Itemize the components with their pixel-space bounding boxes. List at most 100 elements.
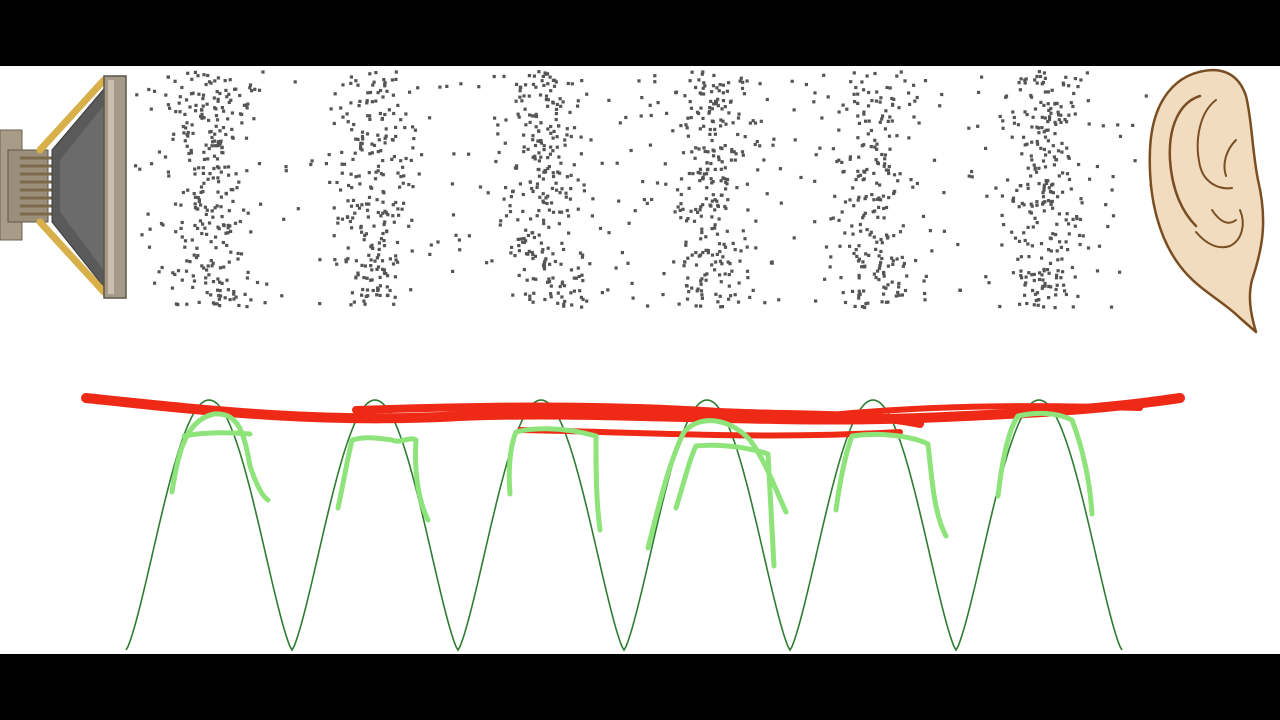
air-particle <box>206 264 210 268</box>
air-particle <box>214 246 218 250</box>
air-particle <box>886 264 890 268</box>
air-particle <box>727 273 731 277</box>
air-particle <box>229 188 233 192</box>
air-particle <box>942 229 946 233</box>
diagram-background <box>0 66 1280 654</box>
air-particle <box>880 152 884 157</box>
green-pen-strokes <box>169 410 1095 569</box>
air-particle <box>733 158 737 162</box>
air-particle <box>549 124 553 129</box>
air-particle <box>537 129 541 133</box>
air-particle <box>1077 162 1081 167</box>
air-particle <box>696 210 700 214</box>
air-particle <box>216 97 220 101</box>
air-particle <box>1038 74 1043 79</box>
air-particle <box>514 166 519 170</box>
air-particle <box>892 191 896 196</box>
air-particle <box>745 245 749 249</box>
air-particle <box>195 246 199 250</box>
air-particle <box>570 303 574 307</box>
air-particle <box>854 248 858 252</box>
air-particle <box>725 229 729 233</box>
air-particle <box>837 158 841 162</box>
air-particle <box>213 235 218 239</box>
air-particle <box>514 99 518 103</box>
air-particle <box>363 302 367 306</box>
air-particle <box>546 246 550 250</box>
air-particle <box>340 171 344 175</box>
air-particle <box>1095 164 1099 169</box>
air-particle <box>741 153 745 157</box>
air-particle <box>553 259 557 264</box>
air-particle <box>224 132 228 137</box>
air-particle <box>360 134 365 139</box>
air-particle <box>642 198 646 202</box>
air-particle <box>206 73 210 78</box>
air-particle <box>851 232 855 236</box>
air-particle <box>664 182 668 186</box>
air-particle <box>1118 134 1123 138</box>
air-particle <box>333 258 337 262</box>
air-particle <box>386 274 390 278</box>
air-particle <box>210 264 214 268</box>
air-particle <box>1046 120 1050 124</box>
air-particle <box>184 98 189 102</box>
air-particle <box>721 99 726 103</box>
air-particle <box>733 293 737 297</box>
air-particle <box>399 175 403 179</box>
air-particle <box>650 197 654 202</box>
air-particle <box>1042 183 1046 187</box>
air-particle <box>346 199 350 203</box>
air-particle <box>702 124 706 128</box>
air-particle <box>856 198 860 202</box>
air-particle <box>907 91 911 95</box>
air-particle <box>578 251 583 255</box>
air-particle <box>756 168 760 172</box>
air-particle <box>517 273 521 277</box>
air-particle <box>233 221 238 225</box>
air-particle <box>1052 163 1056 167</box>
air-particle <box>743 237 747 241</box>
air-particle <box>893 189 897 193</box>
air-particle <box>265 282 269 286</box>
air-particle <box>880 300 884 304</box>
air-particle <box>890 96 894 101</box>
air-particle <box>352 300 356 304</box>
air-particle <box>711 84 716 88</box>
air-particle <box>739 249 743 253</box>
air-particle <box>211 140 215 144</box>
air-particle <box>349 303 353 307</box>
air-particle <box>874 158 878 162</box>
air-particle <box>220 215 224 219</box>
air-particle <box>908 102 912 106</box>
air-particle <box>886 300 890 304</box>
air-particle <box>709 99 713 103</box>
air-particle <box>1039 242 1044 246</box>
air-particle <box>185 144 189 148</box>
air-particle <box>349 75 353 79</box>
air-particle <box>653 74 657 78</box>
air-particle <box>560 241 564 245</box>
air-particle <box>248 83 253 87</box>
air-particle <box>335 180 339 185</box>
air-particle <box>1025 142 1029 146</box>
air-particle <box>218 280 222 284</box>
air-particle <box>884 286 888 290</box>
air-particle <box>1024 77 1028 81</box>
air-particle <box>157 270 161 274</box>
air-particle <box>1051 232 1055 236</box>
air-particle <box>1042 267 1046 271</box>
air-particle <box>701 86 705 90</box>
air-particle <box>520 99 524 103</box>
air-particle <box>217 293 221 298</box>
air-particle <box>234 295 238 299</box>
air-particle <box>1067 222 1071 226</box>
air-particle <box>1042 188 1046 192</box>
air-particle <box>699 304 703 308</box>
air-particle <box>917 121 921 125</box>
air-particle <box>653 80 657 84</box>
air-particle <box>875 181 879 185</box>
air-particle <box>549 201 554 205</box>
air-particle <box>404 156 408 161</box>
air-particle <box>353 151 357 155</box>
